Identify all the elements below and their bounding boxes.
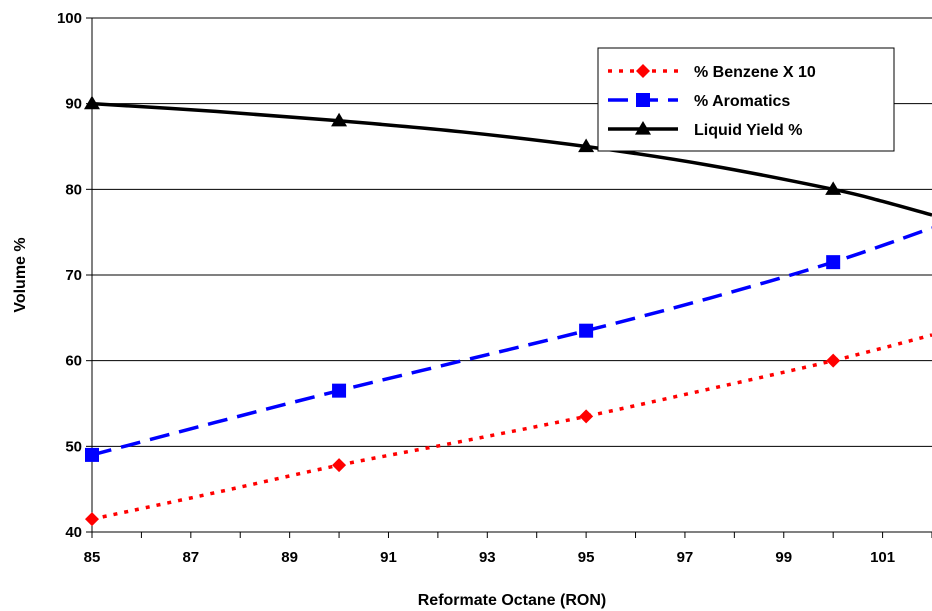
series-1-point: [332, 383, 347, 398]
legend-label-1: % Aromatics: [694, 93, 790, 110]
x-axis-title: Reformate Octane (RON): [418, 592, 606, 609]
series-2-point: [84, 95, 100, 110]
legend-marker-2: [635, 121, 651, 135]
y-tick-label: 90: [65, 96, 82, 113]
y-tick-label: 80: [65, 181, 82, 198]
gridlines: [92, 17, 932, 447]
x-tick-label: 97: [677, 549, 694, 566]
series-2-point: [578, 138, 595, 153]
series-0-point: [332, 458, 347, 473]
series-0-point: [85, 512, 99, 527]
series-line-1: [92, 226, 932, 457]
x-tick-label: 91: [380, 549, 397, 566]
series-0-point: [579, 409, 594, 424]
series-lines: [92, 101, 932, 521]
series-line-0: [92, 333, 932, 521]
y-axis-title: Volume %: [12, 237, 29, 312]
series-markers: [84, 95, 842, 527]
legend-label-2: Liquid Yield %: [694, 122, 802, 139]
x-tick-label: 87: [182, 549, 199, 566]
x-tick-label: 93: [479, 549, 496, 566]
series-line-2: [92, 101, 932, 217]
legend: % Benzene X 10 % Aromatics Liquid Yield %: [597, 47, 895, 152]
x-tick-label: 85: [84, 549, 101, 566]
series-1-point: [826, 255, 841, 270]
series-1-point: [85, 447, 99, 462]
y-tick-label: 100: [57, 10, 82, 27]
legend-marker-0: [636, 64, 650, 78]
y-tick-label: 40: [65, 524, 82, 541]
y-tick-label: 60: [65, 353, 82, 370]
legend-label-0: % Benzene X 10: [694, 64, 816, 81]
x-tick-label: 95: [578, 549, 595, 566]
x-tick-label: 99: [775, 549, 792, 566]
series-2-point: [331, 112, 348, 127]
series-2-point: [825, 181, 842, 195]
legend-marker-1: [636, 93, 650, 107]
y-tick-label: 70: [65, 267, 82, 284]
x-tick-label: 101: [870, 549, 895, 566]
series-1-point: [579, 323, 594, 338]
series-0-point: [826, 353, 841, 368]
x-tick-label: 89: [281, 549, 298, 566]
y-tick-label: 50: [65, 438, 82, 455]
tick-labels: 40 50 60 70 80 90 100 85 87 89 91 93 95 97 99 101: [57, 10, 895, 566]
